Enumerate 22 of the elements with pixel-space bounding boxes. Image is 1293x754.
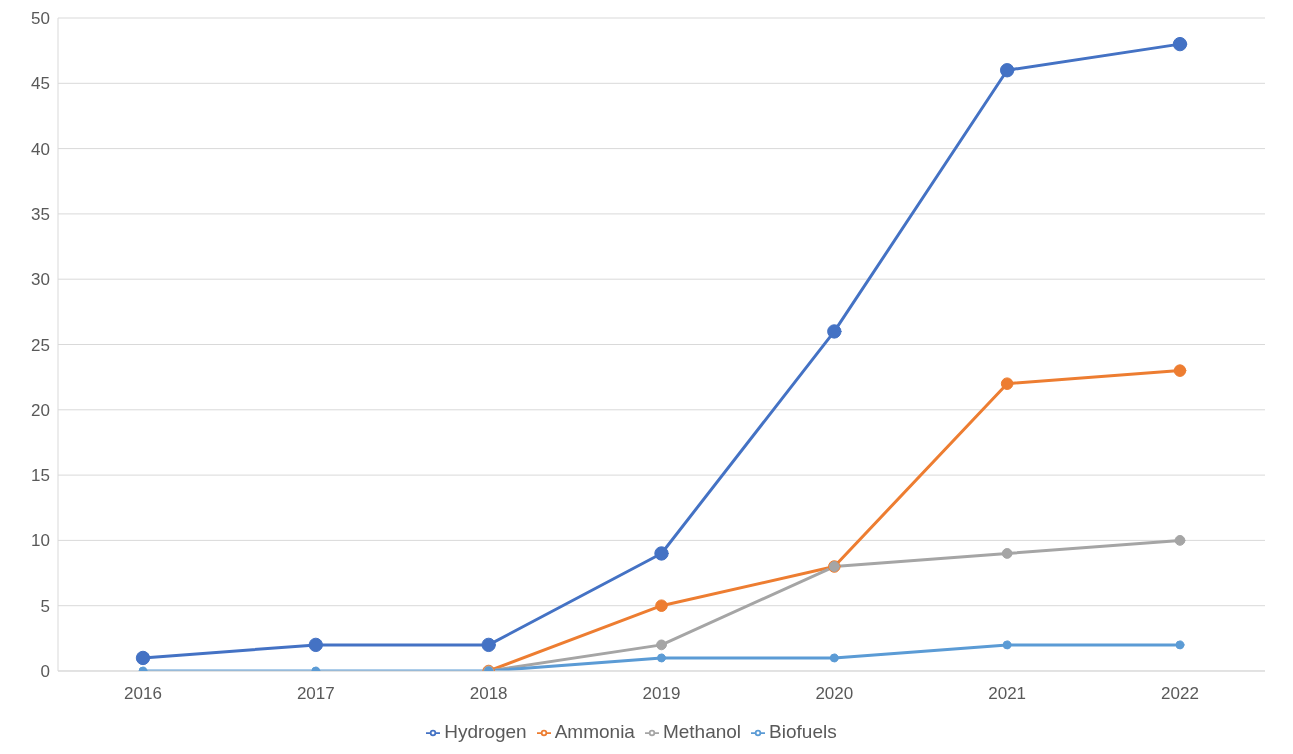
y-tick-label: 40 bbox=[31, 139, 50, 159]
legend-label: Hydrogen bbox=[444, 721, 527, 742]
y-tick-label: 35 bbox=[31, 204, 50, 224]
legend-label: Biofuels bbox=[769, 721, 837, 742]
y-tick-label: 10 bbox=[31, 531, 50, 551]
y-tick-label: 30 bbox=[31, 270, 50, 290]
x-tick-label: 2022 bbox=[1161, 684, 1199, 704]
x-tick-label: 2017 bbox=[296, 684, 335, 704]
x-tick-label: 2016 bbox=[124, 684, 162, 704]
y-tick-label: 25 bbox=[31, 335, 50, 355]
y-tick-label: 50 bbox=[31, 9, 50, 29]
y-tick-label: 20 bbox=[31, 400, 50, 420]
y-tick-label: 0 bbox=[40, 662, 50, 682]
legend-label: Methanol bbox=[662, 721, 742, 742]
x-tick-label: 2021 bbox=[988, 684, 1027, 704]
legend-label: Ammonia bbox=[554, 721, 635, 742]
y-tick-label: 5 bbox=[40, 596, 50, 616]
x-tick-label: 2020 bbox=[815, 684, 854, 704]
x-tick-label: 2019 bbox=[642, 684, 681, 704]
y-tick-label: 15 bbox=[31, 466, 50, 486]
y-tick-label: 45 bbox=[31, 74, 50, 94]
x-tick-label: 2018 bbox=[469, 684, 508, 704]
